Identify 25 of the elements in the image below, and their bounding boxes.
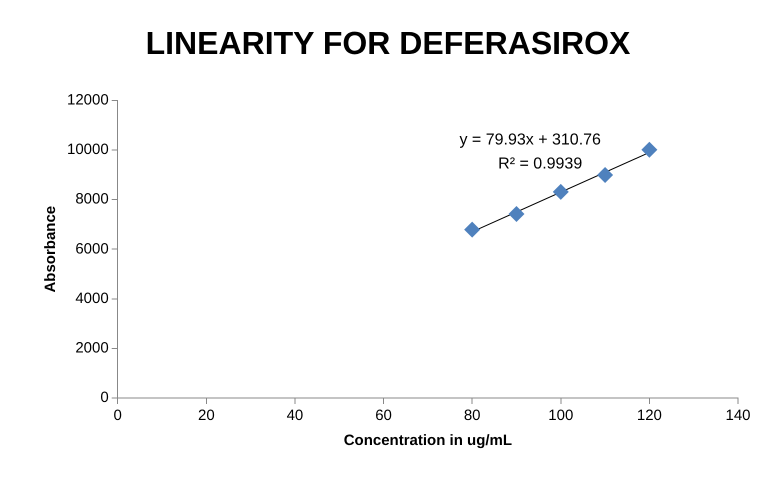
point [508, 206, 524, 222]
point [464, 222, 480, 238]
x-tick-label: 60 [375, 407, 392, 424]
y-tick-label: 0 [100, 389, 109, 406]
y-tick-label: 6000 [75, 240, 109, 258]
x-tick-label: 100 [548, 407, 574, 424]
y-tick-label: 8000 [75, 190, 109, 208]
annotation: y = 79.93x + 310.76 [459, 131, 602, 148]
y-tick-label: 12000 [66, 92, 109, 109]
x-tick-label: 0 [114, 407, 122, 424]
x-tick-label: 20 [198, 407, 215, 424]
y-tick-label: 2000 [75, 340, 109, 357]
y-axis-title: Absorbance [42, 206, 60, 293]
point [552, 184, 569, 200]
y-tick-label: 4000 [75, 290, 109, 307]
x-tick-label: 40 [286, 407, 304, 424]
annotation: R² = 0.9939 [498, 155, 582, 172]
point [597, 167, 614, 184]
x-tick-label: 80 [464, 407, 481, 424]
point [641, 142, 658, 158]
x-tick-label: 140 [725, 407, 751, 424]
chart-title: LINEARITY FOR DEFERASIROX [146, 25, 632, 62]
x-axis-title: Concentration in ug/mL [344, 432, 512, 450]
x-tick-label: 120 [636, 407, 662, 424]
y-tick-label: 10000 [66, 141, 109, 158]
